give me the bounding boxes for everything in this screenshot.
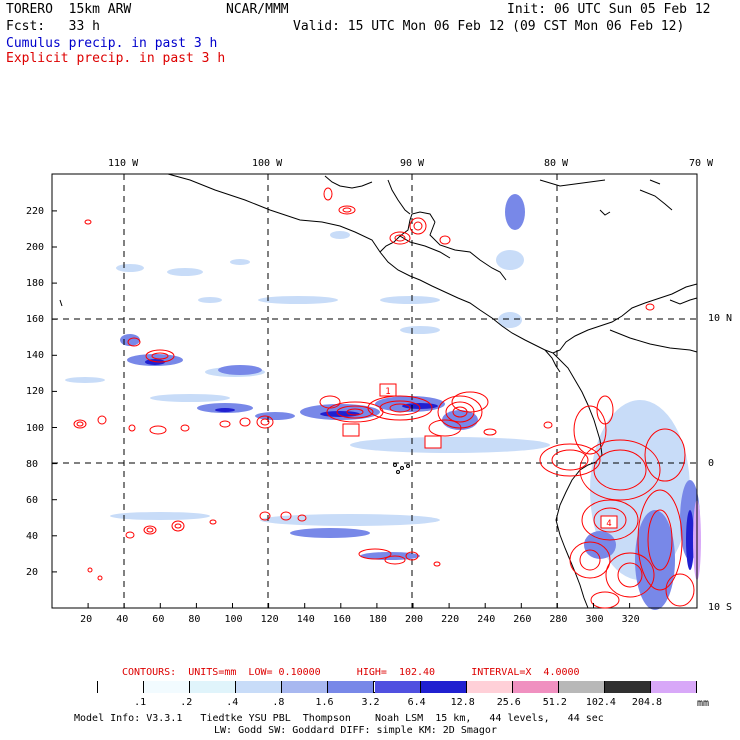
- legend-swatch: [282, 681, 329, 693]
- legend-label: 102.4: [585, 697, 616, 708]
- legend-label: .2: [180, 697, 193, 708]
- x-tick-label: 220: [441, 614, 460, 625]
- organization: NCAR/MMM: [226, 2, 289, 17]
- legend-label: 3.2: [361, 697, 380, 708]
- y-tick-label: 180: [26, 278, 45, 290]
- x-tick-label: 180: [368, 614, 387, 625]
- init-time: Init: 06 UTC Sun 05 Feb 12: [507, 2, 711, 17]
- y-tick-label: 20: [26, 566, 39, 578]
- legend-swatch: [190, 681, 237, 693]
- x-tick-label: 40: [116, 614, 129, 625]
- lon-label: 100 W: [252, 158, 283, 169]
- coastlines: [59, 173, 698, 609]
- explicit-label: Explicit precip. in past 3 h: [6, 51, 226, 66]
- y-tick-label: 120: [26, 386, 45, 398]
- y-tick-label: 100: [26, 422, 45, 434]
- legend-swatch: [374, 681, 421, 693]
- physics-info: LW: Godd SW: Goddard DIFF: simple KM: 2D…: [214, 725, 497, 736]
- legend-unit: mm: [697, 698, 710, 709]
- legend-label: 204.8: [631, 697, 663, 708]
- x-tick-label: 240: [477, 614, 496, 625]
- x-tick-label: 200: [405, 614, 424, 625]
- legend-swatch: [650, 681, 697, 693]
- axis-ticks: [52, 210, 631, 608]
- y-tick-label: 80: [26, 458, 39, 470]
- cumulus-precip: [65, 194, 701, 610]
- forecast-hour: Fcst: 33 h: [6, 19, 100, 34]
- legend-swatch: [512, 681, 559, 693]
- model-title: TORERO 15km ARW: [6, 2, 132, 17]
- explicit-precip-contours: [73, 187, 695, 609]
- legend-label: 12.8: [450, 697, 475, 708]
- y-tick-label: 40: [26, 530, 39, 542]
- x-tick-label: 100: [224, 614, 243, 625]
- legend-label: .8: [272, 697, 285, 708]
- y-tick-label: 200: [26, 242, 45, 253]
- legend-swatch: [328, 681, 375, 693]
- legend-swatch: [98, 681, 145, 693]
- cumulus-label: Cumulus precip. in past 3 h: [6, 36, 218, 51]
- model-info: Model Info: V3.3.1 Tiedtke YSU PBL Thomp…: [74, 713, 604, 724]
- max-label-1: 1: [385, 387, 390, 397]
- legend-swatch: [236, 681, 283, 693]
- maxima-markers: [342, 383, 618, 529]
- lat-lon-grid: [52, 174, 697, 608]
- x-tick-label: 140: [296, 614, 315, 625]
- lat-label: 0: [708, 458, 715, 469]
- legend-label: 51.2: [542, 697, 567, 708]
- x-tick-label: 120: [260, 614, 279, 625]
- x-tick-label: 160: [332, 614, 351, 625]
- legend-label: 25.6: [496, 697, 521, 708]
- legend-swatch: [604, 681, 651, 693]
- x-tick-label: 280: [549, 614, 568, 625]
- x-tick-label: 60: [152, 614, 165, 625]
- max-label-4: 4: [606, 519, 611, 529]
- legend-label: 6.4: [407, 697, 426, 708]
- x-tick-label: 80: [188, 614, 201, 625]
- legend-swatch: [144, 681, 191, 693]
- legend-label: 1.6: [315, 697, 334, 708]
- valid-time: Valid: 15 UTC Mon 06 Feb 12 (09 CST Mon …: [293, 19, 685, 34]
- legend-swatch: [52, 681, 99, 693]
- y-tick-label: 60: [26, 494, 39, 506]
- y-tick-label: 160: [26, 314, 45, 326]
- x-tick-label: 320: [621, 614, 640, 625]
- legend-swatch: [466, 681, 513, 693]
- legend-label: .4: [226, 697, 239, 708]
- legend-swatch: [420, 681, 467, 693]
- x-tick-label: 300: [585, 614, 604, 625]
- lat-label: 10 S: [708, 602, 733, 613]
- lon-label: 110 W: [108, 158, 139, 169]
- lon-label: 80 W: [544, 158, 569, 169]
- legend-label: .1: [134, 697, 147, 708]
- y-tick-label: 220: [26, 205, 45, 217]
- x-tick-label: 260: [513, 614, 532, 625]
- contour-info: CONTOURS: UNITS=mm LOW= 0.10000 HIGH= 10…: [122, 667, 580, 678]
- x-tick-label: 20: [80, 614, 93, 625]
- lat-label: 10 N: [708, 313, 733, 324]
- legend-swatch: [558, 681, 605, 693]
- lon-label: 70 W: [689, 158, 714, 169]
- y-tick-label: 140: [26, 350, 45, 362]
- lon-label: 90 W: [400, 158, 425, 169]
